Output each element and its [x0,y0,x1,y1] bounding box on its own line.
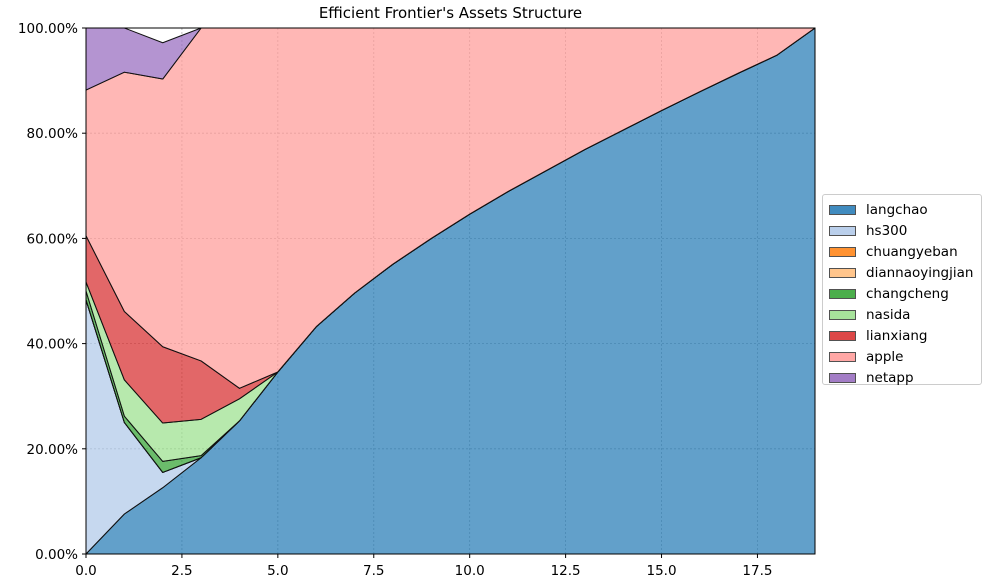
legend-label: diannaoyingjian [866,264,974,281]
legend-swatch [829,288,856,299]
x-tick-label: 15.0 [646,563,676,579]
y-tick-label: 100.00% [18,21,78,37]
x-tick-label: 17.5 [742,563,772,579]
legend-swatch [829,330,856,341]
y-tick-label: 40.00% [27,337,79,353]
legend-label: apple [866,348,904,365]
legend-label: lianxiang [866,327,928,344]
legend-label: hs300 [866,222,908,239]
legend-swatch [829,309,856,320]
y-tick-label: 60.00% [27,231,79,247]
legend-label: nasida [866,306,911,323]
y-tick-label: 80.00% [27,126,79,142]
legend-label: changcheng [866,285,949,302]
axes-border [85,27,816,555]
legend-label: chuangyeban [866,243,958,260]
legend-label: langchao [866,201,928,218]
legend-item-changcheng: changcheng [829,283,981,304]
legend: langchao hs300 chuangyeban diannaoyingjian c… [822,194,982,388]
legend-swatch [829,246,856,257]
legend-item-apple: apple [829,346,981,367]
y-tick-label: 20.00% [27,442,79,458]
chart-title: Efficient Frontier's Assets Structure [318,4,583,22]
legend-item-chuangyeban: chuangyeban [829,241,981,262]
x-tick-label: 0.0 [75,563,96,579]
x-tick-label: 7.5 [363,563,384,579]
legend-label: netapp [866,369,914,386]
legend-item-diannaoyingjian: diannaoyingjian [829,262,981,283]
plot-frame [85,27,816,555]
x-tick-label: 5.0 [267,563,288,579]
legend-item-hs300: hs300 [829,220,981,241]
legend-swatch [829,351,856,362]
legend-swatch [829,204,856,215]
x-axis: 0.0 2.5 5.0 7.5 10.0 12.5 15.0 17.5 [75,554,772,579]
legend-swatch [829,372,856,383]
x-tick-label: 2.5 [171,563,192,579]
area-series-group [85,27,816,555]
y-axis: 0.00% 20.00% 40.00% 60.00% 80.00% 100.00% [18,21,86,563]
x-tick-label: 12.5 [551,563,581,579]
legend-item-langchao: langchao [829,199,981,220]
legend-item-lianxiang: lianxiang [829,325,981,346]
legend-item-nasida: nasida [829,304,981,325]
y-tick-label: 0.00% [35,547,78,563]
legend-swatch [829,225,856,236]
legend-swatch [829,267,856,278]
legend-item-netapp: netapp [829,367,981,388]
x-tick-label: 10.0 [455,563,485,579]
